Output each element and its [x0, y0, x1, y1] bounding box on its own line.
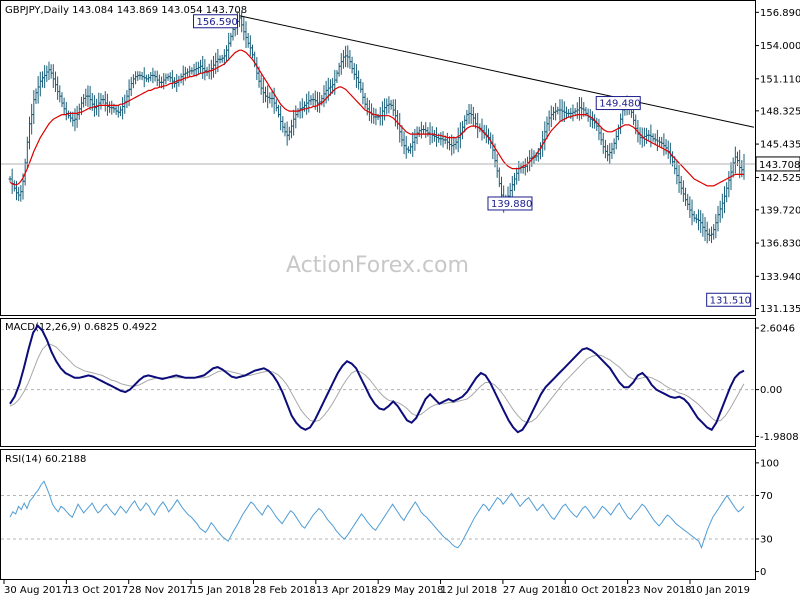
macd-panel-header: MACD(12,26,9) 0.6825 0.4922 [5, 322, 157, 333]
x-tick-label: 23 Nov 2018 [628, 585, 692, 596]
rsi-panel-frame [0, 449, 756, 580]
ma-line [9, 49, 744, 187]
price-annotation: 139.880 [487, 196, 533, 211]
x-tick-label: 10 Oct 2018 [565, 585, 627, 596]
x-tick-label: 30 Aug 2017 [4, 585, 68, 596]
rsi-line [9, 480, 745, 550]
price-panel-frame [0, 0, 756, 316]
trendline-line [239, 15, 755, 128]
rsi-lines [1, 480, 755, 550]
y-tick-label: 156.890 [760, 8, 800, 19]
x-tick-label: 28 Nov 2017 [129, 585, 193, 596]
y-tick-label: 139.720 [760, 205, 800, 216]
price-axis-ticks: 156.890 154.000 151.110 148.325 145.435 142.5… [755, 8, 800, 315]
annotation-label: 139.880 [491, 199, 532, 210]
annotation-label: 156.590 [197, 17, 238, 28]
current-price-box [755, 156, 800, 172]
y-tick-label: 100 [760, 458, 779, 469]
y-tick-label: 0 [760, 567, 766, 578]
x-tick-label: 13 Oct 2017 [66, 585, 128, 596]
y-tick-label: 131.135 [760, 304, 800, 315]
y-tick-label: 142.525 [760, 173, 800, 184]
macd-axis-ticks: 2.6046 0.00 -1.9808 [755, 323, 799, 443]
y-tick-label: 145.435 [760, 140, 800, 151]
y-tick-label: -1.9808 [760, 432, 799, 443]
trendline [239, 15, 755, 128]
y-tick-label: 133.940 [760, 272, 800, 283]
price-panel-header: GBPJPY,Daily 143.084 143.869 143.054 143… [5, 5, 247, 16]
y-tick-label: 154.000 [760, 41, 800, 52]
annotation-label: 131.510 [710, 295, 751, 306]
rsi-axis-ticks: 100 70 30 0 [755, 458, 779, 578]
price-annotation: 131.510 [706, 292, 752, 307]
y-tick-label: 2.6046 [760, 323, 795, 334]
x-tick-label: 29 May 2018 [378, 585, 443, 596]
macd-lines [1, 324, 755, 434]
x-tick-label: 13 Apr 2018 [316, 585, 378, 596]
price-bars [8, 10, 746, 244]
y-tick-label: 0.00 [760, 385, 782, 396]
watermark: ActionForex.com [286, 253, 469, 278]
macd-main-line [9, 324, 745, 434]
price-annotations: 156.590 139.880 149.480 131.510 [193, 14, 752, 307]
y-tick-label: 151.110 [760, 74, 800, 85]
x-tick-label: 27 Aug 2018 [503, 585, 567, 596]
price-annotation: 149.480 [595, 96, 641, 111]
x-tick-label: 28 Feb 2018 [253, 585, 315, 596]
macd-panel-frame [0, 318, 756, 447]
x-tick-label: 12 Jul 2018 [441, 585, 498, 596]
y-tick-label: 136.830 [760, 239, 800, 250]
x-tick-label: 15 Jan 2018 [191, 585, 251, 596]
y-tick-label: 148.325 [760, 106, 800, 117]
current-price-marker: 143.708 [1, 156, 800, 172]
moving-average [9, 49, 744, 187]
rsi-panel-header: RSI(14) 60.2188 [5, 454, 86, 465]
price-annotation: 156.590 [193, 14, 239, 29]
y-tick-label: 30 [760, 534, 773, 545]
y-tick-label: 70 [760, 491, 773, 502]
x-tick-label: 10 Jan 2019 [690, 585, 750, 596]
current-price-label: 143.708 [759, 160, 800, 171]
annotation-label: 149.480 [599, 99, 640, 110]
